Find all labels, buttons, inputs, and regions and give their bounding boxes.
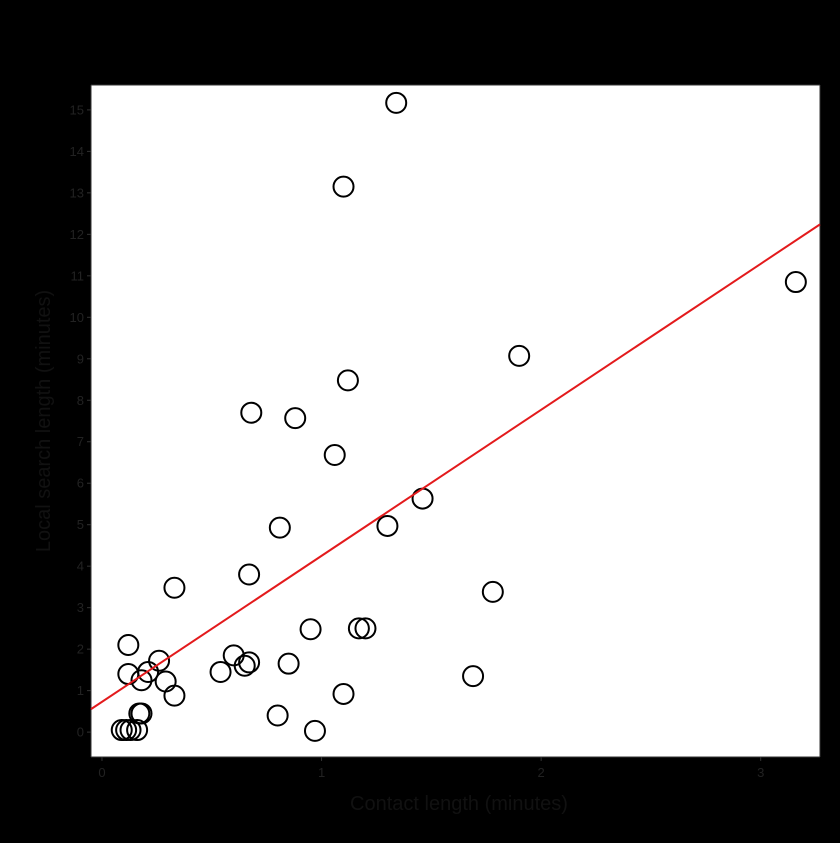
data-point	[481, 580, 504, 603]
y-tick-label: 4	[77, 559, 84, 574]
data-point	[126, 719, 149, 742]
x-tick-label: 2	[538, 765, 545, 780]
data-point	[117, 634, 140, 656]
data-point	[303, 719, 326, 742]
x-axis-title: Contact length (minutes)	[350, 793, 568, 815]
data-point	[277, 652, 300, 675]
x-axis-ticks: 0 1 2 3	[98, 757, 764, 780]
y-tick-label: 7	[77, 434, 84, 449]
y-tick-label: 0	[77, 725, 84, 740]
plot-area	[91, 85, 820, 757]
y-tick-label: 5	[77, 517, 84, 532]
data-point	[784, 271, 807, 294]
data-point	[299, 618, 322, 641]
data-point	[347, 617, 370, 640]
y-tick-label: 11	[71, 268, 85, 283]
data-point	[462, 665, 485, 688]
data-point	[130, 702, 153, 725]
data-point	[332, 175, 355, 198]
data-point	[240, 401, 263, 424]
y-tick-label: 9	[77, 351, 84, 366]
data-points	[110, 91, 807, 742]
data-point	[385, 91, 408, 114]
data-point	[354, 617, 377, 640]
data-point	[336, 369, 359, 392]
y-tick-label: 1	[77, 683, 84, 698]
y-tick-label: 10	[70, 310, 84, 325]
data-point	[163, 576, 186, 599]
data-point	[209, 660, 232, 683]
y-tick-label: 15	[70, 102, 84, 117]
y-tick-label: 6	[77, 476, 84, 491]
y-tick-label: 2	[77, 642, 84, 657]
data-point	[238, 651, 261, 674]
data-point	[508, 344, 531, 367]
data-point	[238, 563, 261, 586]
y-tick-label: 13	[70, 185, 84, 200]
data-point	[332, 682, 355, 705]
data-point	[323, 444, 346, 467]
data-point	[130, 669, 153, 692]
data-point	[137, 660, 160, 683]
data-point	[163, 684, 186, 707]
y-tick-label: 3	[77, 600, 84, 615]
x-tick-label: 1	[318, 765, 325, 780]
data-point	[266, 704, 289, 727]
data-point	[376, 514, 399, 537]
x-tick-label: 3	[757, 765, 764, 780]
y-tick-label: 12	[70, 227, 84, 242]
data-point	[233, 654, 256, 677]
data-point	[284, 407, 307, 430]
y-axis-title: Local search length (minutes)	[33, 290, 55, 552]
x-tick-label: 0	[98, 765, 105, 780]
y-tick-label: 8	[77, 393, 84, 408]
y-tick-label: 14	[70, 144, 84, 159]
data-point	[148, 649, 171, 672]
trend-line	[90, 223, 821, 710]
data-point	[268, 516, 291, 539]
